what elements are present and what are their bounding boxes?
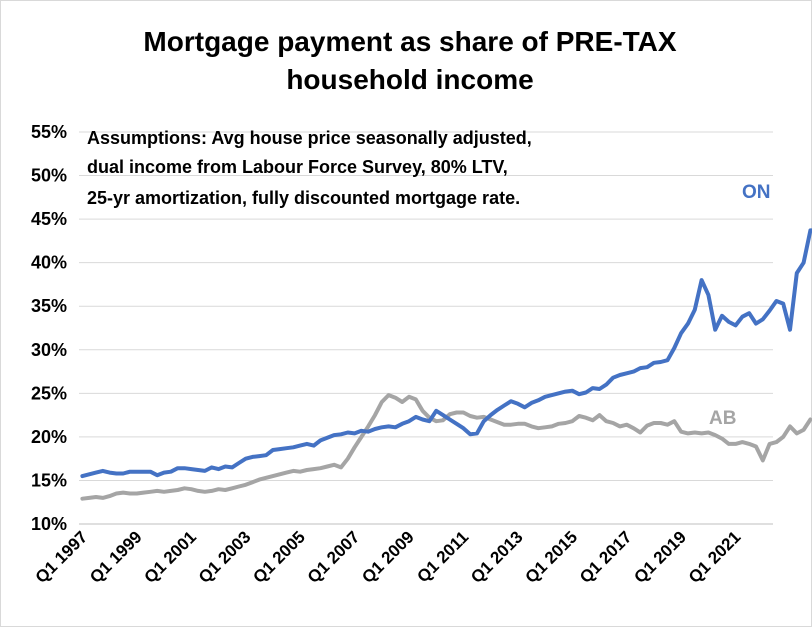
assumptions-note-line-3: 25-yr amortization, fully discounted mor…: [87, 188, 520, 208]
y-tick-label: 20%: [31, 427, 67, 447]
y-tick-label: 45%: [31, 209, 67, 229]
x-tick-label: Q1 2013: [467, 527, 527, 587]
x-tick-label: Q1 2001: [141, 527, 201, 587]
x-tick-label: Q1 1997: [32, 527, 92, 587]
series-lines: [80, 228, 812, 501]
y-tick-label: 55%: [31, 122, 67, 142]
x-tick-label: Q1 2003: [195, 527, 255, 587]
series-label-ab: AB: [709, 408, 736, 429]
y-tick-label: 15%: [31, 470, 67, 490]
y-tick-label: 30%: [31, 340, 67, 360]
x-tick-label: Q1 2017: [576, 527, 636, 587]
x-tick-label: Q1 2011: [413, 527, 472, 586]
assumptions-note-line-1: Assumptions: Avg house price seasonally …: [87, 128, 532, 148]
chart-title-line-2: household income: [286, 64, 533, 95]
x-tick-label: Q1 2021: [685, 527, 745, 587]
x-tick-label: Q1 2005: [249, 527, 309, 587]
assumptions-note-line-2: dual income from Labour Force Survey, 80…: [87, 157, 508, 177]
gridlines: [79, 131, 773, 481]
y-tick-label: 35%: [31, 296, 67, 316]
series-label-on: ON: [742, 182, 771, 203]
x-tick-label: Q1 1999: [86, 527, 146, 587]
x-tick-label: Q1 2015: [522, 527, 582, 587]
y-tick-label: 25%: [31, 383, 67, 403]
chart-title-line-1: Mortgage payment as share of PRE-TAX: [143, 26, 676, 57]
y-tick-label: 50%: [31, 166, 67, 186]
y-axis-tick-labels: 10% 15% 20% 25% 30% 35% 40% 45% 50% 55%: [31, 122, 67, 534]
assumptions-note: Assumptions: Avg house price seasonally …: [87, 128, 532, 208]
chart-title: Mortgage payment as share of PRE-TAX hou…: [143, 26, 676, 95]
x-tick-label: Q1 2007: [304, 527, 364, 587]
y-tick-label: 10%: [31, 514, 67, 534]
series-line-on: [80, 228, 812, 479]
series-line-ab: [80, 393, 812, 501]
x-tick-label: Q1 2009: [358, 527, 418, 587]
x-tick-label: Q1 2019: [630, 527, 690, 587]
y-tick-label: 40%: [31, 253, 67, 273]
series-labels: AB ON: [709, 182, 771, 429]
